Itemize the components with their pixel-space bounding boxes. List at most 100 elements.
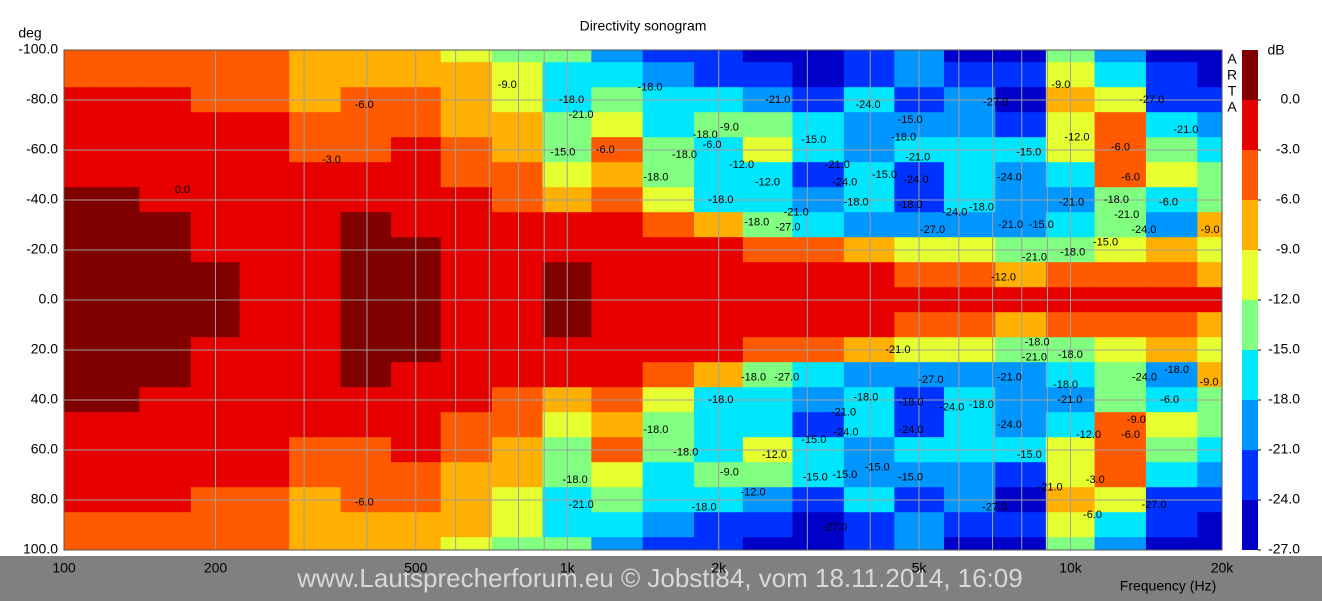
contour-label: -21.0: [568, 109, 593, 121]
heatmap-cell: [995, 112, 1047, 138]
colorbar-band: [1242, 350, 1258, 400]
contour-label: -15.0: [872, 169, 897, 181]
heatmap-cell: [340, 462, 392, 488]
colorbar-band: [1242, 200, 1258, 250]
heatmap-cell: [843, 262, 895, 288]
colorbar-tick-label: -21.0: [1268, 441, 1300, 457]
heatmap-cell: [289, 62, 342, 88]
heatmap-cell: [63, 512, 89, 538]
heatmap-cell: [591, 212, 644, 238]
contour-label: -9.0: [1201, 224, 1220, 236]
contour-label: -18.0: [891, 131, 916, 143]
heatmap-cell: [792, 49, 845, 63]
heatmap-cell: [591, 537, 644, 551]
heatmap-cell: [88, 412, 141, 438]
x-tick-label: 200: [204, 560, 228, 576]
heatmap-cell: [139, 512, 192, 538]
heatmap-cell: [792, 162, 845, 188]
heatmap-cell: [943, 462, 996, 488]
contour-label: -18.0: [898, 199, 923, 211]
heatmap-cell: [843, 312, 895, 338]
x-tick-label: 2k: [711, 560, 727, 576]
heatmap-cell: [239, 537, 290, 551]
heatmap-cell: [591, 512, 644, 538]
contour-label: -9.0: [1051, 79, 1070, 91]
heatmap-cell: [792, 212, 845, 238]
contour-label: -27.0: [775, 221, 800, 233]
contour-label: -21.0: [1059, 196, 1084, 208]
y-tick-label: 40.0: [31, 391, 58, 407]
heatmap-cell: [139, 362, 192, 388]
heatmap-cell: [239, 162, 290, 188]
colorbar-label: dB: [1267, 42, 1284, 58]
heatmap-cell: [289, 312, 342, 338]
contour-label: -6.0: [1111, 141, 1130, 153]
contour-label: -15.0: [1016, 146, 1041, 158]
brand-letter: R: [1227, 67, 1237, 83]
heatmap-cell: [1145, 49, 1198, 63]
heatmap-cell: [139, 262, 192, 288]
heatmap-cell: [289, 112, 342, 138]
contour-label: -27.0: [983, 96, 1008, 108]
heatmap-cell: [63, 62, 89, 88]
heatmap-cell: [742, 262, 794, 288]
heatmap-cell: [943, 62, 996, 88]
contour-label: -24.0: [942, 206, 967, 218]
contour-label: -12.0: [991, 271, 1016, 283]
heatmap-cell: [1145, 312, 1198, 338]
heatmap-cell: [492, 62, 544, 88]
heatmap-cell: [440, 112, 493, 138]
heatmap-cell: [63, 212, 89, 238]
contour-label: -21.0: [569, 499, 594, 511]
heatmap-cell: [995, 49, 1047, 63]
heatmap-cell: [642, 262, 695, 288]
heatmap-cell: [1145, 537, 1198, 551]
heatmap-cell: [792, 537, 845, 551]
heatmap-cell: [88, 312, 141, 338]
heatmap-cell: [63, 462, 89, 488]
contour-label: -9.0: [1127, 414, 1146, 426]
heatmap-cell: [943, 262, 996, 288]
contour-label: -24.0: [1131, 224, 1156, 236]
heatmap-cell: [289, 512, 342, 538]
heatmap-cell: [63, 362, 89, 388]
colorbar-tick-label: 0.0: [1281, 91, 1301, 107]
heatmap-cell: [139, 312, 192, 338]
heatmap-cell: [1145, 162, 1198, 188]
heatmap-cell: [792, 262, 845, 288]
heatmap-cell: [843, 62, 895, 88]
heatmap-cell: [995, 62, 1047, 88]
heatmap-cell: [591, 49, 644, 63]
contour-label: -24.0: [856, 99, 881, 111]
heatmap-cell: [1094, 112, 1147, 138]
heatmap-cell: [742, 512, 794, 538]
heatmap-cell: [995, 412, 1047, 438]
contour-label: -15.0: [550, 146, 575, 158]
heatmap-cell: [1197, 162, 1223, 188]
heatmap-cell: [492, 49, 544, 63]
heatmap-cell: [1197, 537, 1223, 551]
heatmap-cell: [943, 312, 996, 338]
heatmap-cell: [63, 112, 89, 138]
heatmap-cell: [340, 49, 392, 63]
x-tick-label: 10k: [1059, 560, 1083, 576]
contour-label: -6.0: [355, 496, 374, 508]
heatmap-cell: [440, 462, 493, 488]
contour-label: -21.0: [1173, 124, 1198, 136]
heatmap-cell: [1094, 62, 1147, 88]
contour-labels: -9.0-6.0-3.00.0-18.0-18.0-21.0-15.0 -6.0-…: [175, 79, 1220, 534]
heatmap-cell: [440, 49, 493, 63]
contour-label: -15.0: [1017, 449, 1042, 461]
heatmap-cell: [1197, 362, 1223, 388]
heatmap-cell: [742, 62, 794, 88]
heatmap-cell: [63, 312, 89, 338]
heatmap-cell: [63, 49, 89, 63]
footer-band: [0, 556, 1322, 601]
contour-label: -6.0: [1159, 196, 1178, 208]
heatmap-cell: [792, 112, 845, 138]
contour-label: -6.0: [1160, 394, 1179, 406]
heatmap-cell: [88, 49, 141, 63]
heatmap-cell: [642, 49, 695, 63]
contour-label: -21.0: [765, 94, 790, 106]
heatmap-cell: [340, 112, 392, 138]
